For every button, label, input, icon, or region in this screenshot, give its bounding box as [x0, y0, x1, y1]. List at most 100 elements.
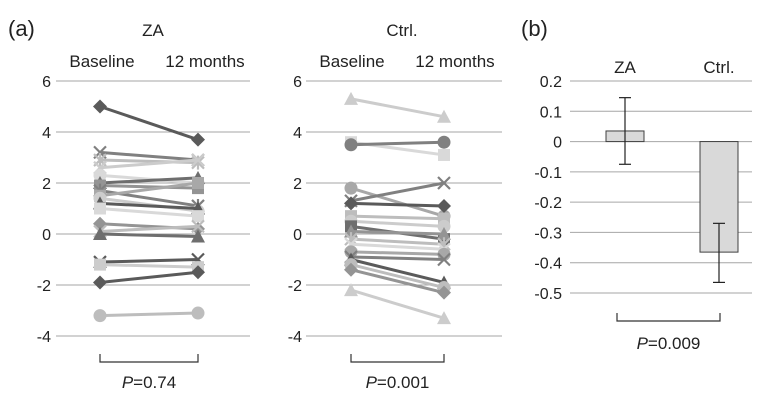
- data-point-12-months: [191, 153, 205, 167]
- data-point-12-months: [437, 135, 451, 149]
- data-point-12-months: [191, 219, 205, 234]
- y-tick-label: -2: [288, 278, 302, 295]
- series-segment: [99, 184, 199, 190]
- series-segment: [99, 158, 199, 170]
- comparison-bracket: [99, 354, 199, 363]
- data-point-baseline: [94, 202, 106, 215]
- y-tick-label: 0.2: [540, 74, 562, 91]
- data-point-baseline: [344, 196, 358, 211]
- category-label: ZA: [614, 58, 636, 77]
- y-tick-label: -0.2: [534, 195, 562, 212]
- y-tick-label: -2: [37, 278, 51, 295]
- p-value-number: =0.74: [133, 373, 176, 392]
- y-tick-label: -0.1: [534, 165, 562, 182]
- series-segment: [99, 150, 199, 162]
- data-point-baseline: [93, 275, 107, 290]
- series-segment: [350, 288, 445, 320]
- series-line: [345, 136, 450, 161]
- y-tick-label: 0: [553, 135, 562, 152]
- data-point-12-months: [191, 306, 205, 320]
- series-segment: [99, 224, 199, 233]
- series-segment: [350, 255, 445, 261]
- y-tick-label: 2: [293, 176, 302, 193]
- series-segment: [99, 258, 199, 264]
- y-tick-label: 6: [42, 74, 51, 91]
- series-segment: [99, 270, 199, 284]
- data-point-12-months: [437, 176, 451, 190]
- data-point-12-months: [438, 148, 450, 161]
- data-point-baseline: [344, 262, 358, 277]
- data-point-12-months: [191, 132, 205, 147]
- line-chart-a-za: ZA Baseline 12 months -4 -2 0 2 4 6 P=0.74: [37, 21, 250, 392]
- data-point-baseline: [94, 258, 106, 271]
- category-label: Baseline: [319, 52, 384, 71]
- chart-title: ZA: [142, 21, 164, 40]
- series-segment: [99, 176, 199, 185]
- series-line: [344, 283, 451, 325]
- data-point-12-months: [192, 177, 204, 189]
- data-point-baseline: [344, 91, 358, 105]
- data-point-12-months: [437, 219, 451, 233]
- data-point-baseline: [93, 99, 107, 114]
- comparison-bracket: [350, 354, 445, 363]
- data-point-baseline: [93, 168, 107, 182]
- data-point-12-months: [191, 155, 205, 170]
- series-line: [344, 135, 451, 152]
- series-segment: [350, 237, 445, 246]
- series-line: [344, 262, 451, 300]
- y-tick-label: 0: [293, 227, 302, 244]
- series-segment: [99, 105, 199, 142]
- p-value-symbol: P: [366, 373, 378, 392]
- series-segment: [350, 250, 445, 256]
- p-value-number: =0.009: [648, 334, 700, 353]
- data-point-baseline: [93, 227, 107, 240]
- series-segment: [350, 219, 445, 228]
- comparison-bracket: [616, 313, 721, 322]
- series-segment: [99, 207, 199, 218]
- y-tick-label: 0: [42, 227, 51, 244]
- series-segment: [99, 232, 199, 239]
- y-tick-label: -0.4: [534, 256, 562, 273]
- data-point-12-months: [192, 210, 204, 223]
- series-segment: [99, 311, 199, 318]
- data-point-12-months: [437, 109, 451, 123]
- series-segment: [350, 258, 445, 284]
- y-tick-label: -0.3: [534, 225, 562, 242]
- data-point-12-months: [191, 265, 205, 280]
- series-segment: [350, 186, 445, 218]
- series-segment: [350, 201, 445, 208]
- data-point-12-months: [437, 227, 451, 240]
- y-tick-label: -4: [288, 329, 302, 346]
- series-segment: [99, 263, 199, 269]
- series-line: [94, 202, 204, 223]
- series-segment: [99, 181, 199, 198]
- chart-title: Ctrl.: [386, 21, 417, 40]
- data-point-baseline: [344, 181, 358, 195]
- p-value-number: =0.001: [377, 373, 429, 392]
- series-segment: [350, 140, 445, 147]
- y-tick-label: -0.5: [534, 286, 562, 303]
- panel-label-b: (b): [521, 16, 548, 41]
- data-point-12-months: [437, 198, 451, 213]
- data-point-12-months: [437, 285, 451, 300]
- panel-label-a: (a): [8, 16, 35, 41]
- data-point-baseline: [344, 138, 358, 152]
- y-tick-label: 4: [42, 125, 51, 142]
- bar-chart-b: 0.2 0.1 0 -0.1 -0.2 -0.3 -0.4 -0.5 ZA Ctrl. P=0.00…: [534, 58, 752, 353]
- series-line: [93, 265, 205, 290]
- series-segment: [350, 229, 445, 236]
- p-value-annotation: P=0.74: [122, 373, 176, 392]
- data-point-baseline: [344, 283, 358, 297]
- data-point-12-months: [437, 252, 451, 267]
- series-line: [93, 227, 205, 243]
- series-line: [93, 153, 205, 175]
- category-label: 12 months: [415, 52, 494, 71]
- p-value-annotation: P=0.009: [637, 334, 701, 353]
- series-line: [344, 196, 451, 213]
- data-point-12-months: [437, 311, 451, 325]
- series-line: [93, 306, 205, 323]
- y-tick-label: 4: [293, 125, 302, 142]
- y-tick-label: 0.1: [540, 104, 562, 121]
